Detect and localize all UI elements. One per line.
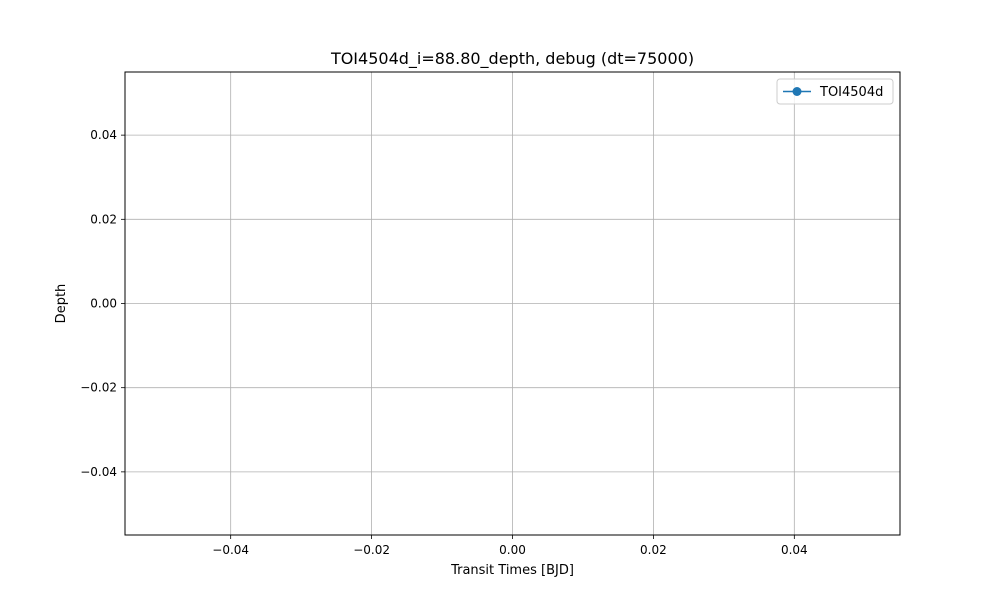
y-axis-label: Depth [54,284,69,324]
x-tick-label: −0.02 [353,543,390,557]
y-tick-label: −0.02 [80,381,117,395]
y-tick-label: 0.02 [90,212,117,226]
x-tick-label: 0.02 [640,543,667,557]
legend-marker-toi4504d [792,87,802,96]
y-tick-label: −0.04 [80,465,117,479]
x-tick-label: −0.04 [212,543,249,557]
legend-label-toi4504d: TOI4504d [819,85,883,100]
y-axis-ticks: −0.04 −0.02 0.00 0.02 0.04 [80,128,125,479]
legend: TOI4504d [776,78,894,105]
x-tick-label: 0.04 [781,543,808,557]
grid [125,72,900,535]
x-tick-label: 0.00 [499,543,526,557]
x-axis-label: Transit Times [BJD] [450,563,574,578]
legend-box [776,78,894,105]
y-tick-label: 0.04 [90,128,117,142]
chart-title: TOI4504d_i=88.80_depth, debug (dt=75000) [330,49,694,69]
y-tick-label: 0.00 [90,297,117,311]
x-axis-ticks: −0.04 −0.02 0.00 0.02 0.04 [212,535,808,557]
